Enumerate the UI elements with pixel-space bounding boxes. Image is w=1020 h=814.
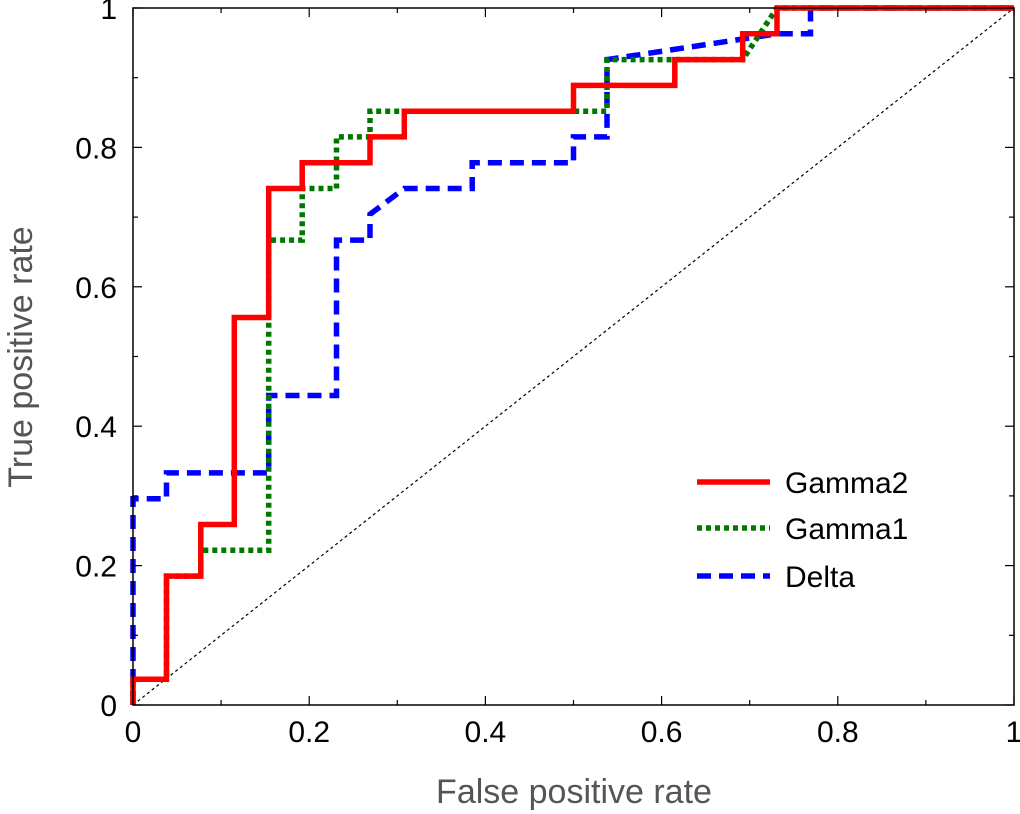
x-tick-label: 0.6 <box>641 716 683 749</box>
series-layer <box>130 5 1014 705</box>
legend-label-gamma1: Gamma1 <box>785 513 908 546</box>
plot-area <box>130 5 1015 706</box>
chance-diagonal-line <box>132 7 1015 706</box>
y-tick-label: 0.8 <box>75 132 117 165</box>
series-line-delta <box>130 5 1014 705</box>
series-line-gamma2 <box>130 5 1014 705</box>
legend-label-gamma2: Gamma2 <box>785 467 908 500</box>
legend: Gamma2 Gamma1 Delta <box>697 467 908 594</box>
x-tick-labels: 0 0.2 0.4 0.6 0.8 1 <box>125 716 1020 749</box>
legend-label-delta: Delta <box>785 561 855 594</box>
y-tick-labels: 0 0.2 0.4 0.6 0.8 1 <box>75 0 117 723</box>
x-tick-label: 0 <box>125 716 142 749</box>
y-axis-title: True positive rate <box>2 226 40 487</box>
y-tick-label: 0.2 <box>75 551 117 584</box>
y-tick-label: 1 <box>100 0 117 26</box>
x-tick-label: 0.8 <box>817 716 859 749</box>
x-tick-label: 0.2 <box>288 716 330 749</box>
ticks-layer <box>132 7 1015 706</box>
y-tick-label: 0 <box>100 690 117 723</box>
x-tick-label: 0.4 <box>465 716 507 749</box>
y-tick-label: 0.4 <box>75 411 117 444</box>
y-tick-label: 0.6 <box>75 272 117 305</box>
x-axis-title: False positive rate <box>436 773 712 811</box>
x-tick-label: 1 <box>1006 716 1020 749</box>
